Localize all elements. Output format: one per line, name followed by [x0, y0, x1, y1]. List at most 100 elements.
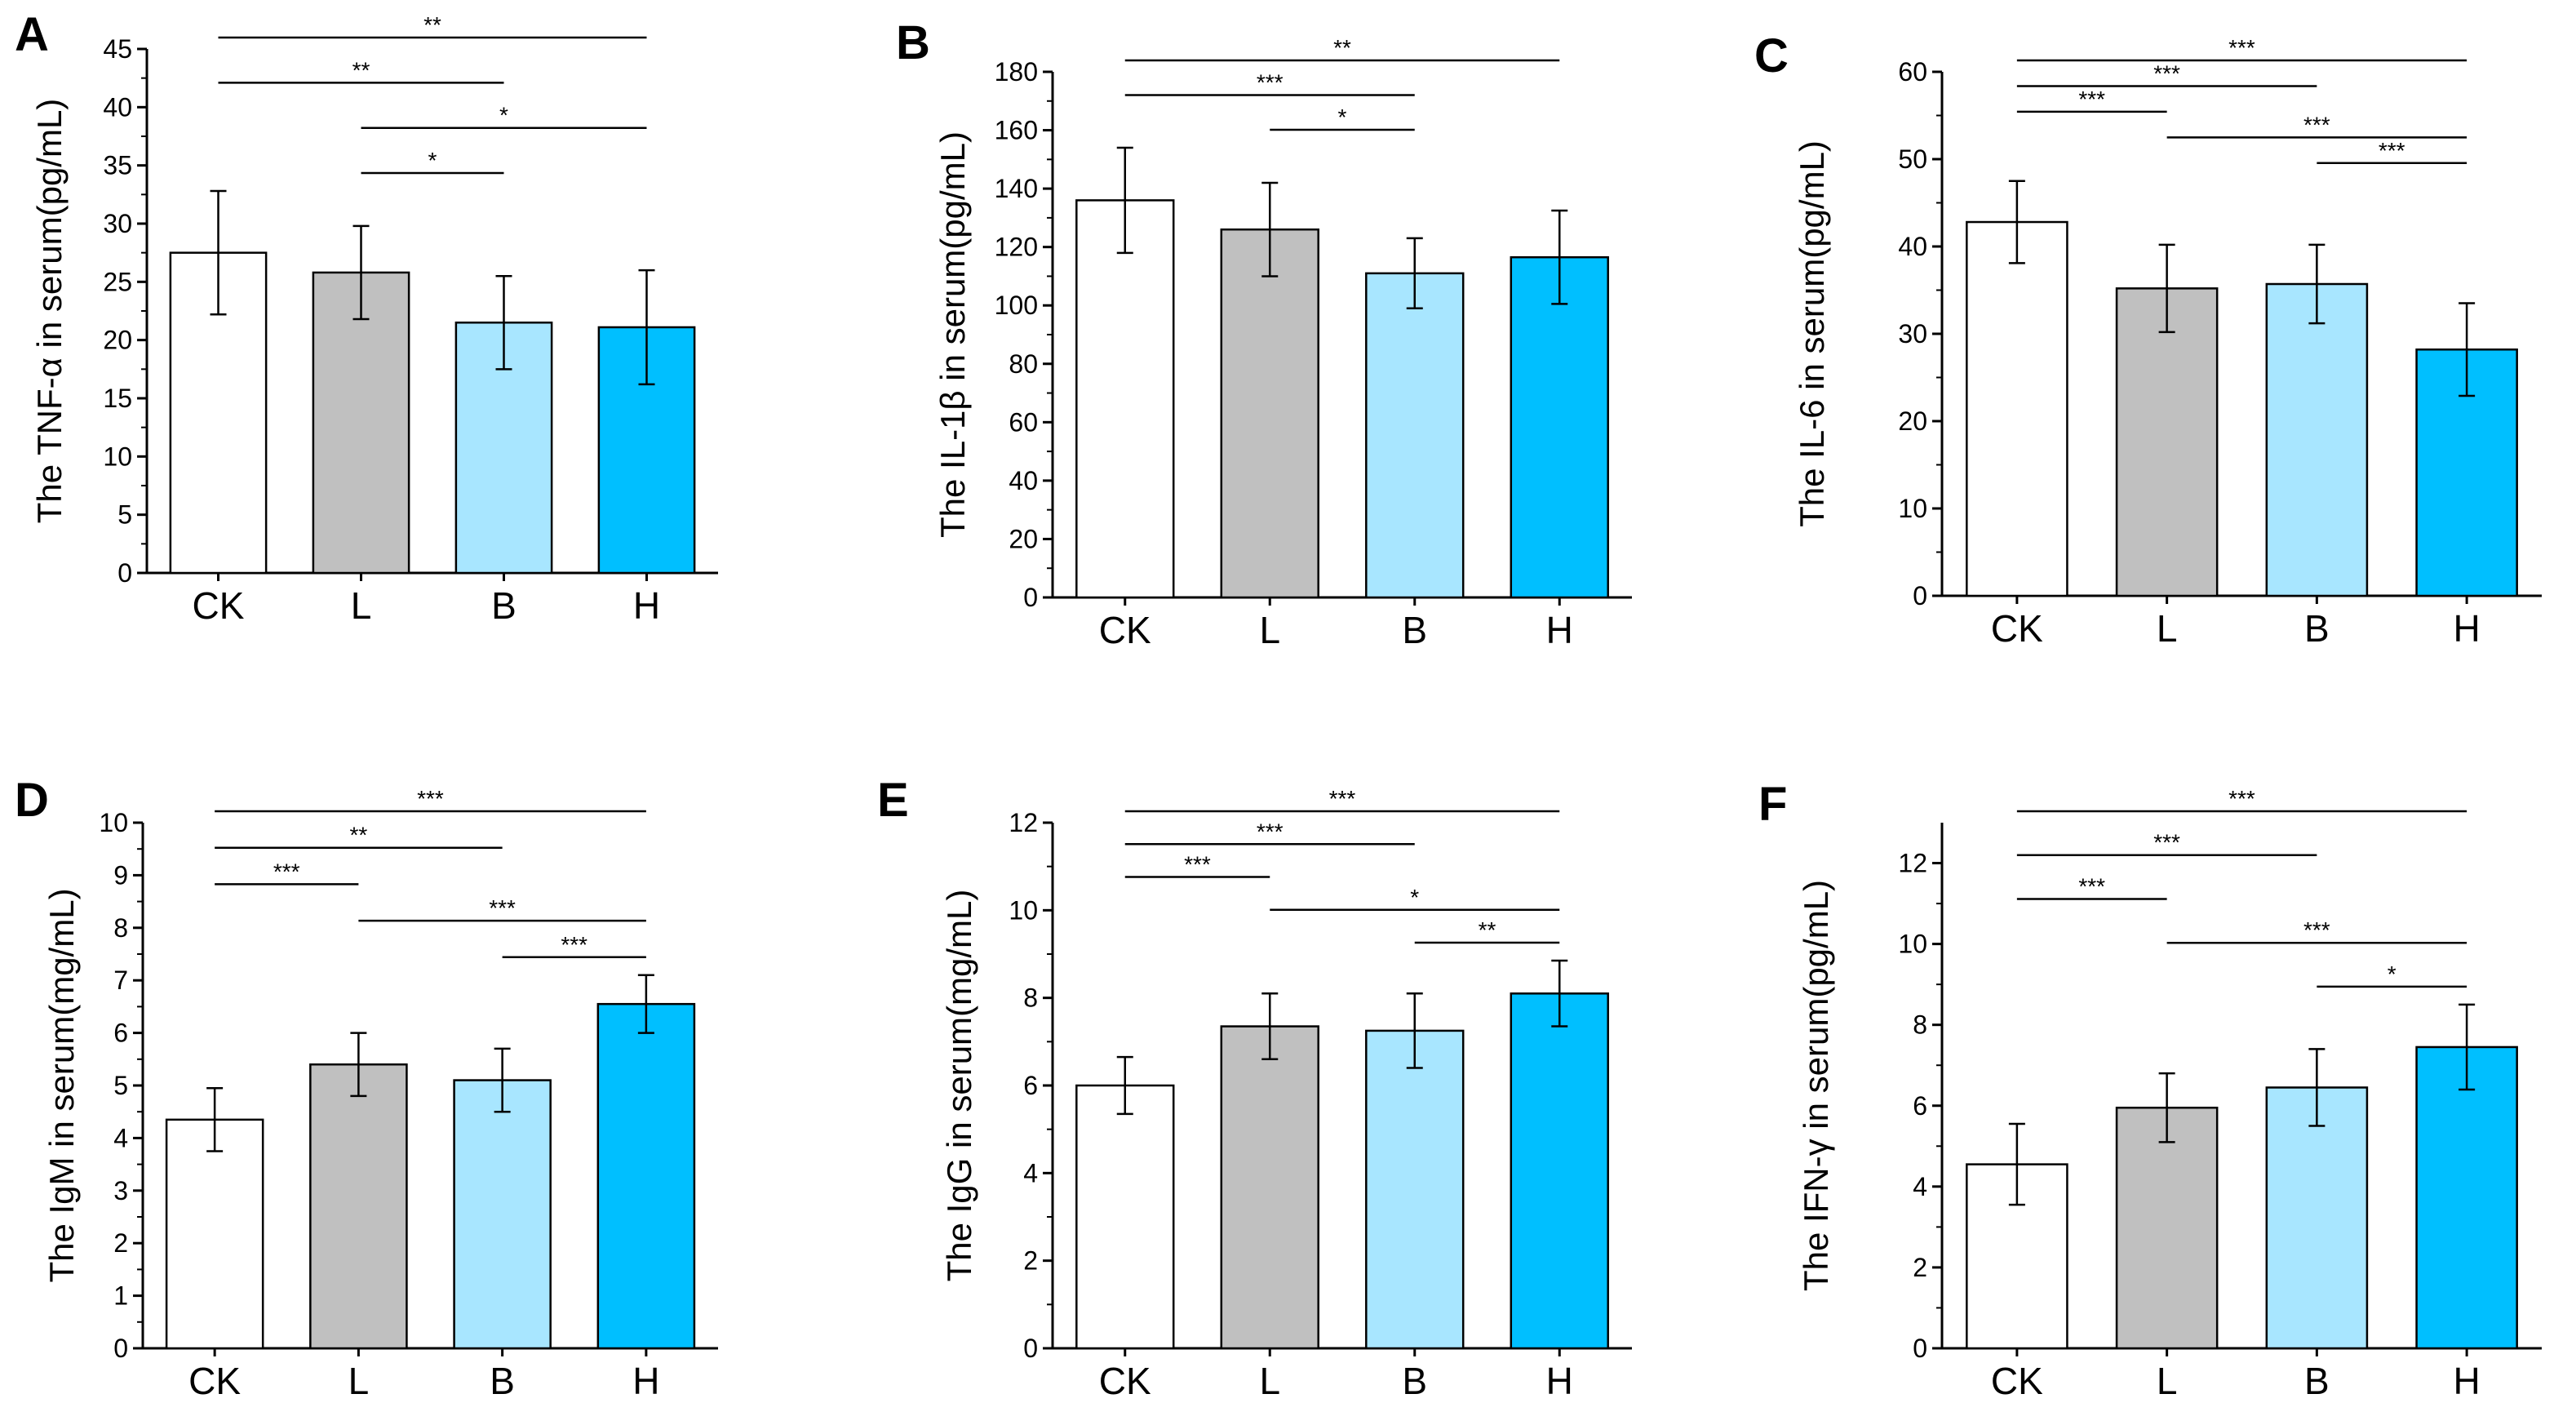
y-tick-label: 100 [995, 291, 1038, 320]
sig-label: *** [273, 859, 300, 884]
sig-label: ** [1333, 35, 1351, 60]
x-tick-label: CK [193, 584, 245, 627]
y-axis-label: The TNF-α in serum(pg/mL) [30, 99, 69, 524]
y-tick-label: 25 [103, 267, 132, 296]
bar-h [2415, 1045, 2518, 1350]
bar-b [2265, 282, 2369, 597]
y-axis-label: The IL-1β in serum(pg/mL) [933, 131, 972, 538]
y-tick-label: 80 [1009, 349, 1038, 379]
y-tick-label: 0 [113, 1334, 128, 1363]
x-tick-label: L [2157, 1360, 2178, 1402]
sig-label: * [1410, 885, 1419, 910]
y-tick-label: 3 [113, 1176, 128, 1205]
x-tick-label: H [1546, 609, 1573, 651]
y-tick-label: 60 [1898, 57, 1927, 87]
x-tick-label: CK [1991, 1360, 2043, 1402]
y-tick-label: 20 [1009, 524, 1038, 553]
x-tick-label: L [1259, 1360, 1280, 1402]
x-tick-label: B [2304, 1360, 2330, 1402]
panel-letter: C [1754, 29, 1789, 82]
bar-b [453, 1079, 552, 1350]
y-tick-label: 20 [1898, 406, 1927, 436]
y-tick-label: 10 [1898, 930, 1927, 959]
sig-label: * [1338, 104, 1347, 130]
panel-letter: D [15, 774, 49, 827]
y-axis-label: The IL-6 in serum(pg/mL) [1793, 140, 1831, 527]
y-tick-label: 5 [117, 500, 132, 530]
bar-b [1365, 1029, 1465, 1350]
sig-label: *** [1257, 70, 1284, 95]
y-tick-label: 160 [995, 116, 1038, 145]
panel-d: D 0 1 2 3 4 5 6 7 8 9 10 The IgM in serum(mg/mL) CK L B… [15, 774, 718, 1402]
y-tick-label: 0 [1023, 1334, 1038, 1363]
sig-label: ** [352, 57, 370, 82]
y-tick-label: 20 [103, 326, 132, 355]
y-tick-label: 2 [1023, 1246, 1038, 1276]
y-tick-label: 50 [1898, 144, 1927, 174]
x-tick-label: H [2454, 1360, 2481, 1402]
y-tick-label: 30 [103, 209, 132, 238]
x-tick-label: CK [1099, 1360, 1151, 1402]
sig-label: *** [2228, 786, 2255, 811]
y-tick-label: 4 [1023, 1158, 1038, 1188]
sig-label: *** [417, 786, 444, 811]
y-tick-label: 8 [1913, 1010, 1927, 1040]
y-tick-label: 10 [1898, 494, 1927, 523]
sig-label: *** [2303, 917, 2330, 943]
sig-label: ** [349, 823, 367, 848]
bar-l [309, 1063, 408, 1350]
x-tick-label: CK [1099, 609, 1151, 651]
y-tick-label: 120 [995, 233, 1038, 262]
y-axis-label: The IgM in serum(mg/mL) [42, 888, 81, 1282]
sig-label: *** [561, 932, 587, 957]
y-tick-label: 12 [1009, 808, 1038, 837]
x-tick-label: H [1546, 1360, 1573, 1402]
y-tick-label: 2 [1913, 1253, 1927, 1282]
y-tick-label: 8 [1023, 983, 1038, 1013]
y-tick-label: 10 [103, 442, 132, 471]
sig-label: *** [2078, 873, 2105, 899]
y-tick-label: 12 [1898, 849, 1927, 878]
y-tick-label: 45 [103, 34, 132, 64]
y-tick-label: 0 [1023, 583, 1038, 612]
x-tick-label: L [348, 1360, 370, 1402]
y-tick-label: 15 [103, 384, 132, 413]
panel-f: F 0 2 4 6 8 10 12 The IFN-γ in serum(pg/mL) CK L B H… [1758, 778, 2542, 1402]
y-axis-label: The IFN-γ in serum(pg/mL) [1797, 880, 1835, 1291]
sig-label: *** [2379, 138, 2405, 163]
bar-l [1220, 228, 1319, 599]
y-tick-label: 4 [113, 1123, 128, 1152]
y-tick-label: 30 [1898, 319, 1927, 348]
x-tick-label: H [2454, 607, 2481, 650]
y-tick-label: 40 [1898, 232, 1927, 261]
sig-label: ** [423, 12, 441, 38]
x-tick-label: H [632, 1360, 659, 1402]
sig-label: *** [2153, 830, 2180, 855]
panel-letter: E [877, 774, 909, 827]
panel-letter: B [896, 16, 930, 69]
y-tick-label: 35 [103, 151, 132, 180]
bar-h [1510, 255, 1609, 599]
sig-label: * [2388, 961, 2396, 987]
bar-l [1220, 1025, 1319, 1350]
sig-label: *** [1257, 819, 1284, 844]
y-tick-label: 180 [995, 57, 1038, 87]
x-tick-label: B [2304, 607, 2330, 650]
x-tick-label: CK [188, 1360, 241, 1402]
y-tick-label: 6 [1913, 1091, 1927, 1121]
y-tick-label: 5 [113, 1071, 128, 1100]
bar-l [2115, 1106, 2219, 1350]
panel-c: C 0 10 20 30 40 50 60 The IL-6 in serum(pg/mL) CK… [1754, 29, 2542, 650]
sig-label: *** [2303, 112, 2330, 137]
sig-label: ** [1479, 917, 1496, 943]
sig-label: *** [1329, 786, 1356, 811]
bar-ck [1075, 199, 1175, 599]
x-tick-label: CK [1991, 607, 2043, 650]
x-tick-label: L [351, 584, 372, 627]
bar-h [1510, 992, 1609, 1350]
y-tick-label: 1 [113, 1281, 128, 1311]
x-tick-label: B [1402, 1360, 1427, 1402]
y-tick-label: 0 [117, 558, 132, 588]
